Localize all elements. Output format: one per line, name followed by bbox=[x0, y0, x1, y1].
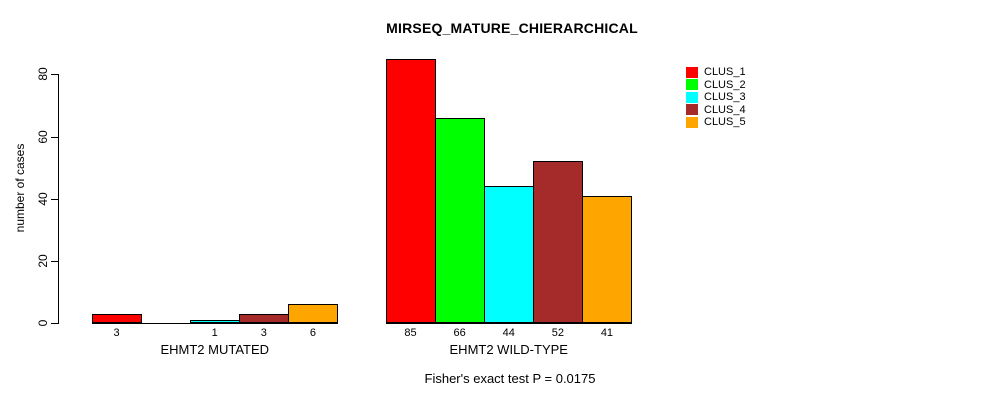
legend-label: CLUS_2 bbox=[704, 78, 746, 91]
bar-clus_2 bbox=[435, 118, 486, 323]
legend-label: CLUS_4 bbox=[704, 103, 746, 116]
annotation-text: Fisher's exact test P = 0.0175 bbox=[424, 371, 596, 386]
bar-clus_1 bbox=[386, 59, 437, 323]
bar-clus_4 bbox=[239, 314, 290, 323]
y-tick-mark bbox=[51, 323, 59, 324]
y-tick-label: 80 bbox=[36, 67, 50, 82]
legend-entry: CLUS_1 bbox=[686, 66, 746, 79]
legend-entry: CLUS_3 bbox=[686, 91, 746, 104]
y-tick-label: 60 bbox=[36, 129, 50, 144]
y-tick-mark bbox=[51, 198, 59, 200]
chart-title: MIRSEQ_MATURE_CHIERARCHICAL bbox=[386, 20, 638, 36]
bar-clus_5 bbox=[288, 304, 339, 323]
bar-value-label: 44 bbox=[502, 327, 515, 339]
legend-entry: CLUS_4 bbox=[686, 104, 746, 117]
legend-entry: CLUS_2 bbox=[686, 79, 746, 92]
bar-group-ehmt2-mutated: 3 1 3 6 bbox=[92, 50, 339, 339]
legend: CLUS_1 CLUS_2 CLUS_3 CLUS_4 CLUS_5 bbox=[686, 66, 746, 129]
legend-swatch bbox=[686, 104, 698, 116]
bar-value-label: 6 bbox=[309, 327, 316, 339]
y-tick-mark bbox=[51, 74, 59, 76]
legend-swatch bbox=[686, 116, 698, 128]
y-tick-label: 0 bbox=[36, 319, 50, 327]
bar-value-label: 66 bbox=[453, 327, 466, 339]
bar-value-label: 41 bbox=[600, 327, 614, 339]
y-axis-title: number of cases bbox=[13, 143, 27, 233]
bar-group-ehmt2-wild-type: 85 66 44 52 41 bbox=[386, 50, 633, 339]
y-tick-label: 20 bbox=[36, 254, 50, 268]
bar-clus_3 bbox=[484, 186, 535, 323]
legend-label: CLUS_3 bbox=[704, 91, 746, 104]
legend-swatch bbox=[686, 79, 698, 91]
y-tick-mark bbox=[51, 136, 59, 138]
bar-value-label: 3 bbox=[113, 327, 120, 339]
bar-value-label: 52 bbox=[551, 327, 564, 339]
bar-value-label: 3 bbox=[260, 327, 267, 339]
legend-label: CLUS_1 bbox=[704, 66, 746, 79]
legend-swatch bbox=[686, 66, 698, 78]
bar-clus_4 bbox=[533, 161, 584, 323]
bar-clus_1 bbox=[92, 314, 143, 323]
group-label-ehmt2-mutated: EHMT2 MUTATED bbox=[160, 342, 270, 357]
bar-clus_3 bbox=[190, 320, 241, 323]
y-tick-label: 40 bbox=[36, 191, 50, 206]
bar-value-label: 1 bbox=[211, 327, 218, 339]
bar-value-label: 85 bbox=[404, 327, 417, 339]
bar-clus_5 bbox=[582, 196, 633, 323]
legend-swatch bbox=[686, 91, 698, 103]
group-label-ehmt2-wild-type: EHMT2 WILD-TYPE bbox=[449, 342, 568, 357]
y-tick-mark bbox=[51, 260, 59, 262]
legend-entry: CLUS_5 bbox=[686, 116, 746, 129]
legend-label: CLUS_5 bbox=[704, 116, 746, 129]
